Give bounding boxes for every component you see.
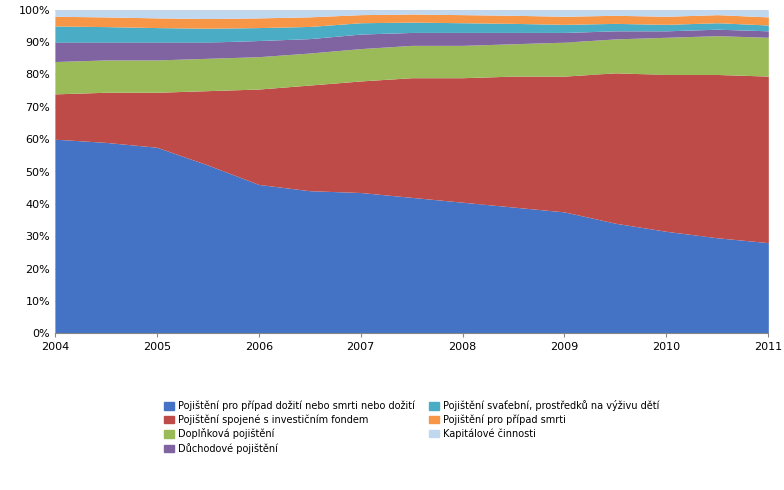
Legend: Pojištění pro případ dožití nebo smrti nebo dožití, Pojištění spojené s investič: Pojištění pro případ dožití nebo smrti n… bbox=[160, 396, 663, 458]
